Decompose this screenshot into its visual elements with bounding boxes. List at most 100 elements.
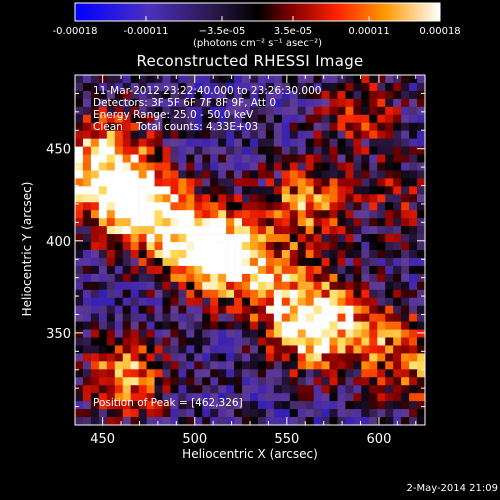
heatmap-cell: [297, 186, 306, 195]
heatmap-cell: [218, 178, 227, 187]
heatmap-cell: [265, 281, 275, 291]
heatmap-cell: [353, 353, 362, 362]
heatmap-cell: [154, 75, 163, 84]
heatmap-cell: [186, 273, 195, 283]
heatmap-cell: [313, 218, 322, 227]
heatmap-cell: [257, 281, 267, 291]
heatmap-cell: [393, 130, 402, 139]
heatmap-cell: [130, 194, 139, 203]
heatmap-cell: [75, 369, 84, 378]
heatmap-cell: [218, 369, 227, 378]
heatmap-cell: [250, 265, 259, 275]
heatmap-cell: [377, 146, 386, 155]
heatmap-cell: [242, 202, 251, 211]
heatmap-cell: [82, 210, 92, 219]
heatmap-cell: [353, 146, 362, 155]
heatmap-cell: [138, 154, 147, 163]
heatmap-cell: [369, 401, 378, 410]
heatmap-cell: [321, 401, 330, 410]
heatmap-cell: [146, 337, 155, 346]
heatmap-cell: [218, 234, 227, 243]
heatmap-cell: [361, 353, 370, 362]
heatmap-cell: [114, 265, 124, 275]
heatmap-cell: [178, 265, 187, 275]
heatmap-cell: [242, 75, 251, 84]
heatmap-cell: [353, 377, 362, 386]
heatmap-cell: [329, 162, 338, 171]
heatmap-cell: [242, 337, 251, 346]
heatmap-cell: [353, 138, 362, 147]
heatmap-cell: [297, 194, 306, 203]
heatmap-cell: [234, 75, 243, 84]
heatmap-cell: [98, 281, 108, 291]
heatmap-cell: [114, 417, 124, 425]
heatmap-cell: [345, 202, 354, 211]
heatmap-cell: [210, 98, 219, 108]
heatmap-cell: [234, 234, 243, 243]
heatmap-cell: [114, 130, 124, 139]
heatmap-cell: [297, 218, 306, 227]
heatmap-cell: [257, 409, 267, 418]
heatmap-cell: [186, 321, 195, 330]
heatmap-cell: [289, 273, 299, 283]
heatmap-cell: [170, 273, 179, 283]
heatmap-cell: [361, 122, 370, 131]
heatmap-cell: [98, 273, 108, 283]
heatmap-cell: [234, 194, 243, 203]
annotation-clean-counts: Clean Total counts: 4.33E+03: [93, 121, 259, 133]
heatmap-cell: [82, 226, 92, 235]
heatmap-cell: [75, 409, 84, 418]
colorbar: -0.00018 -0.00011 −3.5e-05 3.5e-05 0.00011 0.…: [53, 2, 461, 37]
heatmap-cell: [273, 82, 283, 92]
heatmap-cell: [345, 345, 354, 354]
heatmap-cell: [353, 170, 362, 179]
heatmap-cell: [345, 313, 354, 322]
heatmap-cell: [146, 146, 155, 155]
heatmap-cell: [393, 82, 402, 92]
heatmap-cell: [210, 146, 219, 155]
heatmap-cell: [393, 337, 402, 346]
heatmap-cell: [210, 226, 219, 235]
heatmap-cell: [154, 146, 163, 155]
heatmap-cell: [82, 385, 92, 394]
heatmap-cell: [138, 130, 147, 139]
heatmap-cell: [146, 393, 155, 402]
heatmap-cell: [361, 138, 370, 147]
heatmap-cell: [82, 154, 92, 163]
heatmap-cell: [265, 75, 275, 84]
heatmap-cell: [377, 178, 386, 187]
heatmap-cell: [369, 242, 378, 251]
heatmap-cell: [409, 409, 418, 418]
heatmap-cell: [257, 186, 267, 195]
heatmap-cell: [154, 250, 163, 259]
heatmap-cell: [257, 265, 267, 275]
heatmap-cell: [122, 226, 131, 235]
heatmap-cell: [234, 106, 243, 116]
heatmap-cell: [281, 393, 291, 402]
heatmap-cell: [313, 265, 322, 275]
heatmap-cell: [345, 218, 354, 227]
heatmap-cell: [82, 401, 92, 410]
heatmap-cell: [377, 138, 386, 147]
heatmap-cell: [186, 393, 195, 402]
heatmap-cell: [114, 337, 124, 346]
heatmap-cell: [305, 122, 314, 131]
heatmap-cell: [75, 218, 84, 227]
heatmap-cell: [218, 281, 227, 291]
heatmap-cell: [138, 273, 147, 283]
heatmap-cell: [369, 345, 378, 354]
heatmap-cell: [226, 218, 235, 227]
heatmap-cell: [289, 250, 299, 259]
heatmap-cell: [345, 130, 354, 139]
heatmap-cell: [242, 281, 251, 291]
heatmap-cell: [226, 82, 235, 92]
heatmap-cell: [273, 250, 283, 259]
heatmap-cell: [130, 226, 139, 235]
heatmap-cell: [265, 321, 275, 330]
heatmap-cell: [377, 297, 386, 306]
heatmap-cell: [242, 385, 251, 394]
heatmap-cell: [385, 178, 394, 187]
heatmap-cell: [409, 226, 418, 235]
heatmap-cell: [178, 106, 187, 116]
